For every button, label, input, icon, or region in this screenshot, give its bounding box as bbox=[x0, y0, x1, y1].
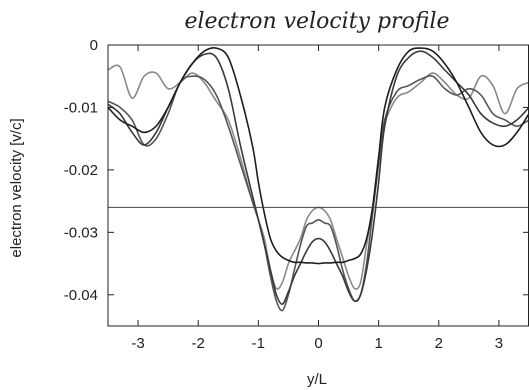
y-tick-label: -0.02 bbox=[64, 162, 98, 179]
series-line-4 bbox=[108, 46, 529, 265]
series-line-2 bbox=[108, 75, 529, 312]
y-axis-label: electron velocity [v/c] bbox=[8, 118, 25, 257]
plot-frame bbox=[107, 44, 529, 327]
x-tick-label: 3 bbox=[495, 335, 503, 352]
ticks-layer: -3 -2 -1 0 1 2 3 0 -0.01 -0.02 -0.03 -0.04 bbox=[64, 37, 529, 352]
x-tick-label: 2 bbox=[435, 335, 443, 352]
y-tick-label: -0.01 bbox=[64, 99, 98, 116]
x-axis-label: y/L bbox=[307, 371, 327, 388]
y-tick-label: 0 bbox=[90, 37, 98, 54]
y-tick-label: -0.04 bbox=[64, 287, 98, 304]
x-tick-label: -3 bbox=[131, 335, 144, 352]
y-tick-label: -0.03 bbox=[64, 224, 98, 241]
x-tick-label: 1 bbox=[374, 335, 382, 352]
series-line-3 bbox=[108, 50, 529, 305]
x-tick-label: 0 bbox=[314, 335, 322, 352]
x-tick-label: -1 bbox=[252, 335, 265, 352]
series-layer bbox=[108, 46, 529, 312]
series-line-1 bbox=[108, 64, 529, 290]
chart-title: electron velocity profile bbox=[184, 9, 449, 34]
x-tick-label: -2 bbox=[192, 335, 205, 352]
